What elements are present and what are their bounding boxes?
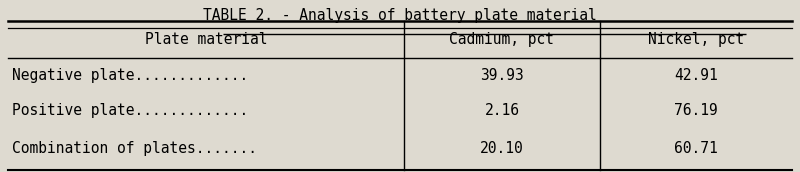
- Text: Positive plate.............: Positive plate.............: [12, 103, 248, 118]
- Text: 60.71: 60.71: [674, 141, 718, 156]
- Text: Combination of plates.......: Combination of plates.......: [12, 141, 257, 156]
- Text: 39.93: 39.93: [480, 68, 524, 83]
- Text: 76.19: 76.19: [674, 103, 718, 118]
- Text: Negative plate.............: Negative plate.............: [12, 68, 248, 83]
- Text: Cadmium, pct: Cadmium, pct: [450, 32, 554, 47]
- Text: 20.10: 20.10: [480, 141, 524, 156]
- Text: 42.91: 42.91: [674, 68, 718, 83]
- Text: TABLE 2. - Analysis of battery plate material: TABLE 2. - Analysis of battery plate mat…: [203, 8, 597, 23]
- Text: TABLE 2. - Analysis of battery plate material: TABLE 2. - Analysis of battery plate mat…: [203, 8, 597, 23]
- Text: Plate material: Plate material: [145, 32, 267, 47]
- Text: Nickel, pct: Nickel, pct: [648, 32, 744, 47]
- Text: 2.16: 2.16: [485, 103, 519, 118]
